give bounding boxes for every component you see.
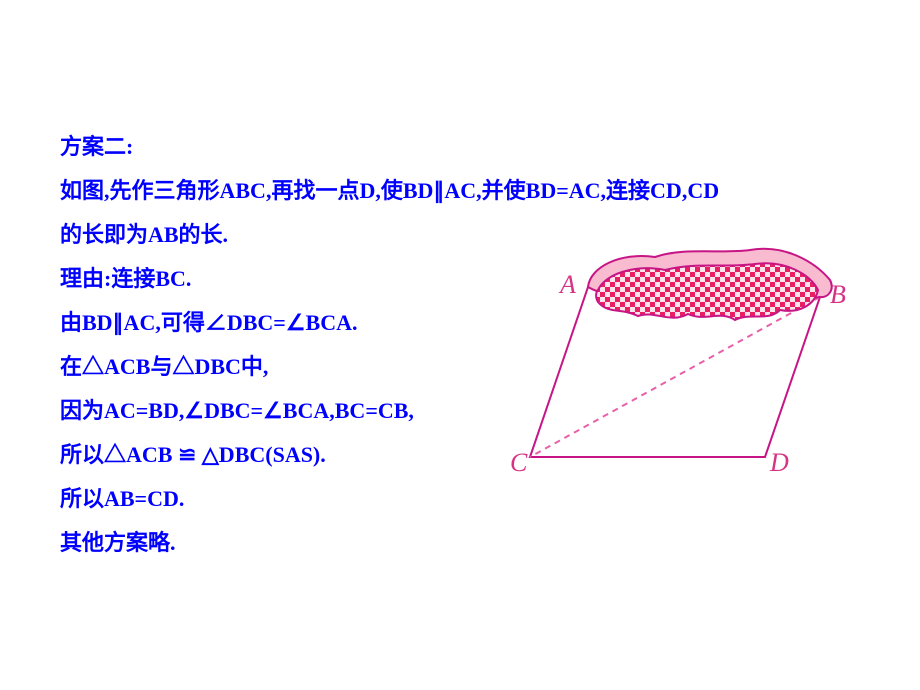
text-line-1: 方案二: bbox=[60, 125, 880, 169]
geometry-diagram: A B C D bbox=[510, 232, 865, 482]
point-label-a: A bbox=[560, 270, 576, 300]
point-label-c: C bbox=[510, 448, 527, 478]
text-line-2: 如图,先作三角形ABC,再找一点D,使BD∥AC,并使BD=AC,连接CD,CD bbox=[60, 169, 880, 213]
obstacle-blob bbox=[588, 249, 832, 320]
point-label-d: D bbox=[770, 448, 789, 478]
text-line-10: 其他方案略. bbox=[60, 521, 880, 565]
text-line-9: 所以AB=CD. bbox=[60, 477, 880, 521]
point-label-b: B bbox=[830, 280, 846, 310]
diagonal-bc-dashed bbox=[530, 297, 820, 457]
